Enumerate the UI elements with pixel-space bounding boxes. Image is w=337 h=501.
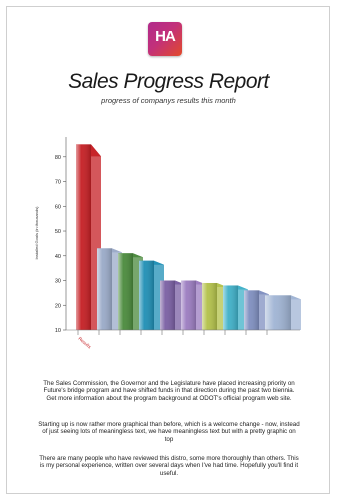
bar-shading xyxy=(265,295,291,330)
y-tick-label: 60 xyxy=(55,204,61,210)
bar-shading xyxy=(244,290,259,330)
y-tick-label: 70 xyxy=(55,180,61,186)
logo-text: HA xyxy=(155,28,176,45)
page-frame xyxy=(6,6,330,494)
y-axis-label: Installed Goals (in thousands) xyxy=(34,206,39,260)
bar-shading xyxy=(181,280,196,330)
y-tick-label: 10 xyxy=(55,328,61,334)
paragraph-3: There are many people who have reviewed … xyxy=(39,455,299,477)
bars xyxy=(76,144,301,330)
bar-shading xyxy=(76,144,91,330)
report-title: Sales Progress Report xyxy=(68,70,269,93)
logo-mark: HA xyxy=(148,28,182,45)
y-tick-label: 40 xyxy=(55,254,61,260)
bar-shading xyxy=(202,282,217,330)
bar-shading xyxy=(118,253,133,330)
bar-shading xyxy=(223,285,238,330)
y-tick-label: 80 xyxy=(55,155,61,161)
y-tick-label: 50 xyxy=(55,229,61,235)
paragraph-1: The Sales Commission, the Governor and t… xyxy=(43,380,295,402)
bar-shading xyxy=(97,248,112,330)
bar-shading xyxy=(160,280,175,330)
bar-side xyxy=(291,295,301,330)
x-axis: Results xyxy=(66,329,300,350)
company-logo: HA xyxy=(148,22,182,56)
y-tick-label: 20 xyxy=(55,303,61,309)
x-tick-label: Results xyxy=(77,336,92,350)
bar-chart: 10 20 30 40 50 60 70 80 Results Installed Goals… xyxy=(34,137,301,350)
bar-shading xyxy=(139,260,154,330)
report-subtitle: progress of companys results this month xyxy=(101,96,236,105)
paragraph-2: Starting up is now rather more graphical… xyxy=(38,421,300,443)
y-axis: 10 20 30 40 50 60 70 80 xyxy=(55,137,67,334)
y-tick-label: 30 xyxy=(55,279,61,285)
